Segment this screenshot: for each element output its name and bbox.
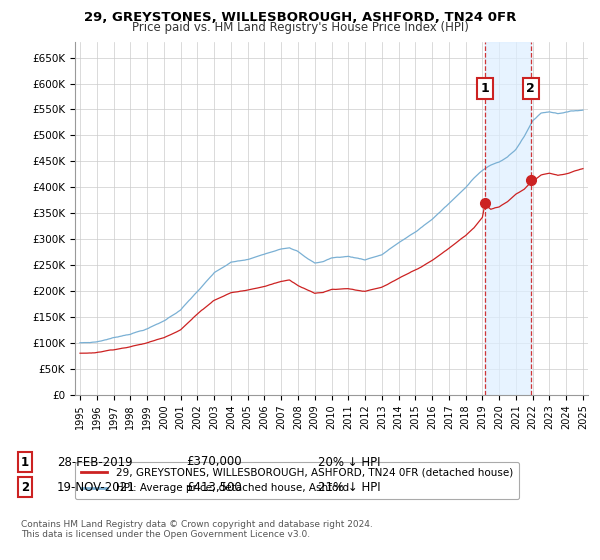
Text: 19-NOV-2021: 19-NOV-2021: [57, 480, 136, 494]
Text: 1: 1: [21, 455, 29, 469]
Text: Price paid vs. HM Land Registry's House Price Index (HPI): Price paid vs. HM Land Registry's House …: [131, 21, 469, 34]
Text: £413,500: £413,500: [186, 480, 242, 494]
Text: 1: 1: [481, 82, 489, 95]
Text: Contains HM Land Registry data © Crown copyright and database right 2024.
This d: Contains HM Land Registry data © Crown c…: [21, 520, 373, 539]
Text: 2: 2: [526, 82, 535, 95]
Text: 20% ↓ HPI: 20% ↓ HPI: [318, 455, 380, 469]
Text: 2: 2: [21, 480, 29, 494]
Text: 21% ↓ HPI: 21% ↓ HPI: [318, 480, 380, 494]
Text: £370,000: £370,000: [186, 455, 242, 469]
Legend: 29, GREYSTONES, WILLESBOROUGH, ASHFORD, TN24 0FR (detached house), HPI: Average : 29, GREYSTONES, WILLESBOROUGH, ASHFORD, …: [75, 462, 519, 500]
Bar: [485, 42, 531, 395]
Text: 28-FEB-2019: 28-FEB-2019: [57, 455, 133, 469]
Text: 29, GREYSTONES, WILLESBOROUGH, ASHFORD, TN24 0FR: 29, GREYSTONES, WILLESBOROUGH, ASHFORD, …: [84, 11, 516, 24]
